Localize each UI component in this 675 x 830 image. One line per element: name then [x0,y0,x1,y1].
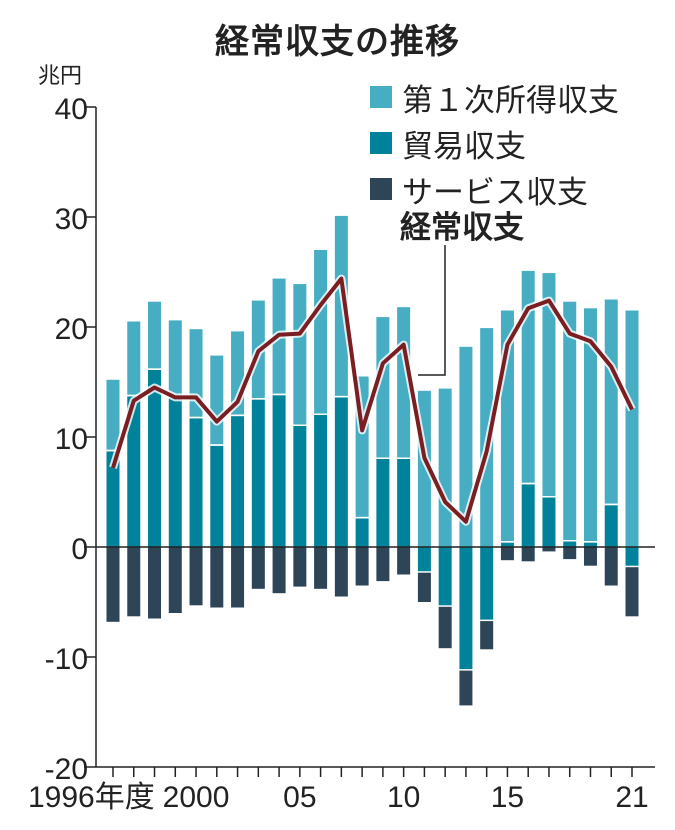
bar-services-balance [127,547,141,617]
bar-services-balance [542,547,556,552]
bar-trade-balance [376,459,390,547]
bar-trade-balance [563,541,577,547]
current-account-line [111,276,634,524]
bar-services-balance [459,670,473,706]
bar-primary-income [293,284,307,425]
bar-services-balance [604,547,618,586]
bar-trade-balance [583,542,597,547]
x-tick-label: 2000 [163,781,230,814]
bar-trade-balance [314,415,328,547]
bar-services-balance [168,547,182,613]
bar-trade-balance [625,547,639,566]
bar-trade-balance [438,547,452,606]
bar-services-balance [293,547,307,587]
bar-services-balance [106,547,120,622]
y-tick-label: -20 [45,753,88,786]
legend-swatch-services [370,178,392,200]
bar-trade-balance [459,547,473,670]
legend-swatch-income [370,86,392,108]
legend-label-trade: 貿易収支 [402,128,526,165]
y-tick-label: 40 [55,93,88,126]
x-tick-label: 1996年度 [28,781,155,814]
legend-label-income: 第１次所得収支 [402,82,619,119]
bar-trade-balance [210,445,224,547]
bar-services-balance [563,547,577,560]
bar-trade-balance [542,497,556,547]
bar-primary-income [604,299,618,504]
current-account-annotation: 経常収支 [400,210,524,246]
legend-item-services: サービス収支 [370,166,619,212]
y-axis-unit-label: 兆円 [38,64,83,89]
bar-services-balance [480,621,494,650]
bar-trade-balance [480,547,494,620]
bar-services-balance [583,547,597,566]
x-tick-label: 05 [283,781,316,814]
bar-trade-balance [168,397,182,547]
bar-primary-income [542,273,556,496]
legend-label-services: サービス収支 [402,174,588,211]
bar-services-balance [625,567,639,617]
bar-services-balance [521,547,535,562]
bar-services-balance [272,547,286,594]
bar-trade-balance [604,505,618,547]
bar-primary-income [376,317,390,458]
y-tick-label: 0 [71,533,88,566]
bar-services-balance [355,547,369,586]
bar-services-balance [500,547,514,561]
bar-services-balance [438,606,452,649]
bar-primary-income [563,301,577,540]
bar-services-balance [397,547,411,575]
bar-trade-balance [231,416,245,547]
bar-trade-balance [148,369,162,547]
bar-trade-balance [189,418,203,547]
bar-primary-income [583,308,597,542]
bar-primary-income [148,301,162,369]
x-tick-label: 15 [491,781,524,814]
y-tick-label: -10 [45,643,88,676]
legend-item-trade: 貿易収支 [370,120,619,166]
bar-services-balance [417,572,431,602]
bar-services-balance [314,547,328,589]
bar-services-balance [376,547,390,582]
bar-services-balance [189,547,203,606]
annotation-leader-line [418,245,446,376]
legend-item-income: 第１次所得収支 [370,74,619,120]
bar-trade-balance [106,451,120,547]
bar-trade-balance [397,459,411,547]
bar-primary-income [127,321,141,395]
bar-services-balance [251,547,265,589]
bar-trade-balance [334,397,348,547]
bar-services-balance [148,547,162,619]
bar-trade-balance [293,426,307,547]
legend: 第１次所得収支 貿易収支 サービス収支 [370,74,619,212]
bar-services-balance [231,547,245,608]
legend-swatch-trade [370,132,392,154]
x-tick-label: 21 [615,781,648,814]
y-tick-label: 20 [55,313,88,346]
bar-trade-balance [521,484,535,547]
bar-primary-income [314,250,328,414]
bar-services-balance [334,547,348,597]
bar-trade-balance [355,518,369,547]
bar-services-balance [210,547,224,608]
bar-trade-balance [127,396,141,547]
x-tick-label: 10 [387,781,420,814]
chart-title: 経常収支の推移 [215,22,460,62]
bar-primary-income [210,355,224,445]
bar-primary-income [168,320,182,396]
bar-primary-income [438,388,452,547]
bar-trade-balance [417,547,431,572]
bar-primary-income [521,270,535,483]
y-tick-label: 30 [55,203,88,236]
bar-primary-income [625,310,639,547]
bar-trade-balance [251,399,265,547]
y-tick-label: 10 [55,423,88,456]
bar-trade-balance [272,395,286,547]
bar-primary-income [106,379,120,450]
bar-trade-balance [500,542,514,547]
